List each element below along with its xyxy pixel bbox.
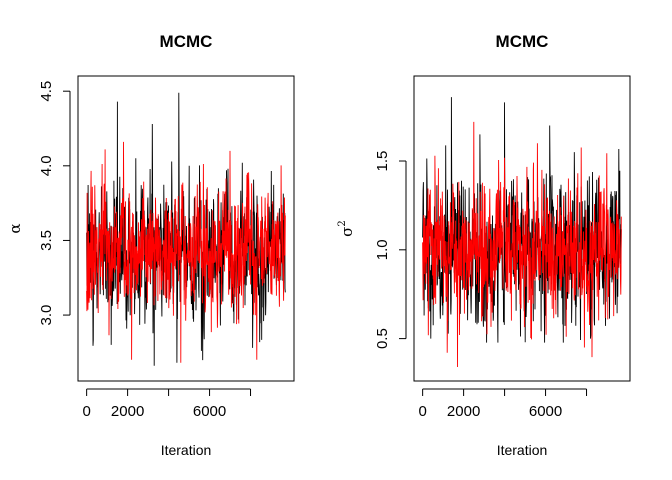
y-tick-label: 1.0 <box>374 239 391 260</box>
x-tick-label: 0 <box>418 403 426 420</box>
plot-frame <box>413 75 631 382</box>
y-axis-label: α <box>6 223 24 233</box>
x-axis-label: Iteration <box>161 442 212 458</box>
y-tick-label: 4.5 <box>38 81 55 102</box>
chart-title: MCMC <box>160 32 213 51</box>
y-tick-label: 1.5 <box>374 151 391 172</box>
y-axis-label: σ2 <box>337 220 356 237</box>
y-tick-label: 3.0 <box>38 305 55 326</box>
y-tick-label: 3.5 <box>38 230 55 251</box>
trace-panel-2: 0 2000 6000 0.5 1.0 1.5 MCMC Iteration σ2 <box>337 32 631 458</box>
x-tick-label: 0 <box>82 403 90 420</box>
trace-panel-1: 0 2000 6000 3.0 3.5 4.0 4.5 MCMC Iteration α <box>6 32 295 458</box>
x-tick-label: 2000 <box>447 403 480 420</box>
chart-title: MCMC <box>496 32 549 51</box>
y-tick-label: 4.0 <box>38 155 55 176</box>
plot-frame <box>77 75 295 382</box>
trace-series-red <box>86 141 286 363</box>
y-tick-label: 0.5 <box>374 328 391 349</box>
x-tick-label: 2000 <box>111 403 144 420</box>
trace-series-red <box>422 121 622 368</box>
x-axis-label: Iteration <box>497 442 548 458</box>
x-tick-label: 6000 <box>193 403 226 420</box>
x-tick-label: 6000 <box>529 403 562 420</box>
